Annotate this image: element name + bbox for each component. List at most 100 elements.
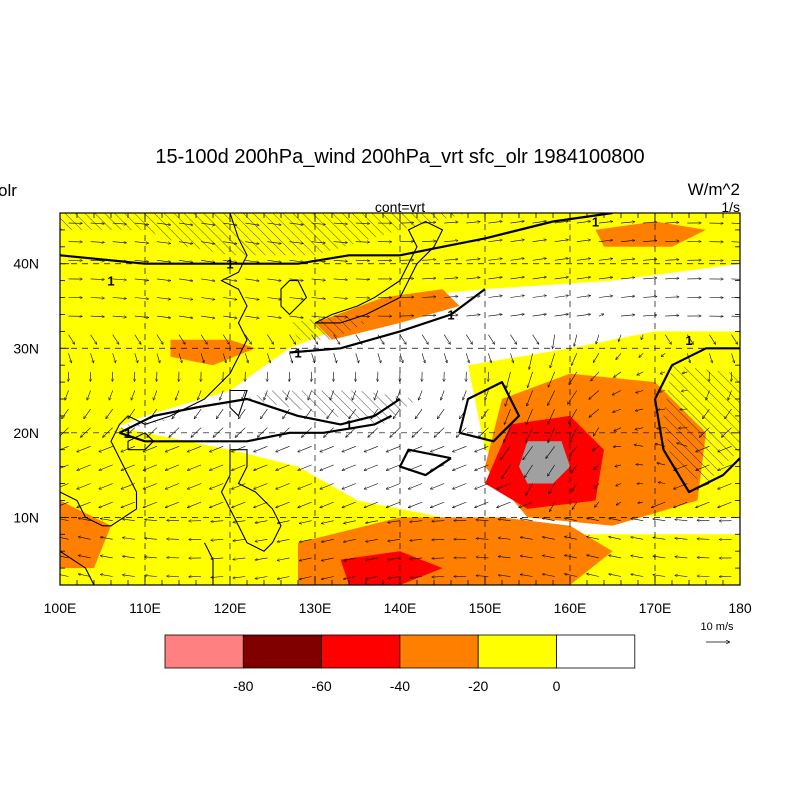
wind-vector (635, 390, 644, 393)
wind-vector (393, 408, 401, 419)
wind-vector (408, 501, 423, 508)
colorbar-box (556, 634, 636, 669)
olr-region-yellow (60, 213, 740, 433)
wind-vector (586, 574, 599, 577)
wind-vector (586, 518, 599, 521)
wind-vector (277, 539, 290, 542)
wind-vector (593, 353, 600, 362)
wind-vector (665, 222, 679, 223)
wind-vector (122, 575, 135, 577)
wind-vector (134, 260, 149, 262)
wind-vector (125, 427, 136, 438)
wind-vector (253, 501, 268, 508)
wind-vector (264, 390, 268, 401)
wind-vector (564, 518, 577, 521)
wind-vector (245, 278, 259, 281)
wind-vector (643, 241, 657, 242)
wind-vector (452, 483, 467, 490)
wind-vector (311, 242, 326, 243)
wind-vector (134, 316, 149, 318)
wind-vector (178, 241, 193, 244)
wind-vector (187, 501, 202, 508)
wind-vector (112, 298, 127, 299)
wind-vector (542, 518, 555, 521)
wind-vector (201, 315, 215, 318)
wind-vector (60, 501, 69, 506)
wind-vector (231, 483, 246, 490)
wind-vector (430, 464, 445, 471)
wind-vector (410, 558, 423, 559)
wind-vector (276, 501, 290, 508)
wind-vector (568, 408, 578, 424)
wind-vector (731, 353, 735, 363)
wind-vector (466, 296, 480, 298)
colorbar-box (399, 634, 479, 669)
wind-vector (731, 334, 738, 345)
wind-vector (571, 464, 578, 474)
wind-vector (618, 334, 622, 342)
olr-region-orange (170, 339, 256, 366)
wind-vector (355, 260, 370, 261)
wind-vector (653, 575, 666, 577)
x-tick-label: 180 (728, 600, 752, 616)
wind-vector (289, 260, 304, 262)
wind-vector (289, 353, 293, 363)
wind-vector (165, 501, 180, 508)
x-tick-label: 150E (469, 600, 502, 616)
wind-vector (658, 391, 666, 392)
wind-vector (99, 501, 113, 508)
y-tick-label: 30N (13, 340, 39, 356)
wind-vector (635, 428, 644, 430)
wind-vector (298, 483, 312, 490)
wind-vector (430, 446, 445, 452)
wind-vector (681, 391, 688, 392)
wind-vector (709, 334, 715, 345)
wind-vector (343, 539, 356, 542)
wind-vector (463, 390, 467, 401)
wind-vector (408, 446, 423, 452)
wind-vector (267, 278, 281, 281)
wind-vector (90, 316, 105, 317)
wind-vector (77, 501, 91, 508)
wind-vector (657, 463, 666, 466)
wind-vector (488, 277, 502, 280)
wind-vector (245, 241, 259, 244)
contour-labels: 1 1 1 1 1 1 1 1 (107, 214, 692, 440)
wind-vector (418, 390, 423, 401)
wind-vector (121, 464, 135, 471)
wind-vector (476, 538, 489, 539)
wind-vector (488, 296, 502, 298)
wind-vector (267, 297, 281, 300)
wind-vector (90, 353, 94, 363)
wind-vector (503, 427, 511, 443)
contour-label: 1 (592, 214, 599, 229)
colorbar-label: -60 (311, 678, 331, 694)
wind-vector (631, 518, 644, 521)
wind-vector (721, 427, 732, 438)
wind-vector (665, 241, 679, 242)
wind-vector (90, 279, 105, 280)
wind-vector (386, 483, 401, 490)
reference-vector-label: 10 m/s (700, 621, 734, 633)
wind-vector (283, 408, 290, 419)
wind-vector (598, 296, 613, 298)
wind-vector (488, 259, 502, 261)
wind-vector (592, 446, 600, 451)
wind-vector (106, 408, 113, 419)
wind-vector (421, 353, 425, 363)
wind-vector (342, 501, 356, 508)
wind-vector (444, 222, 458, 223)
wind-vector (112, 279, 127, 280)
wind-vector (112, 316, 127, 317)
wind-vector (255, 520, 268, 523)
wind-vector (554, 258, 569, 261)
wind-vector (474, 501, 489, 508)
wind-vector (476, 557, 489, 558)
wind-vector (488, 353, 491, 363)
wind-vector (498, 538, 511, 540)
wind-vector (608, 537, 622, 540)
wind-vector (510, 221, 525, 224)
y-tick-label: 20N (13, 425, 39, 441)
wind-vector (410, 539, 423, 540)
wind-vector (320, 483, 334, 490)
